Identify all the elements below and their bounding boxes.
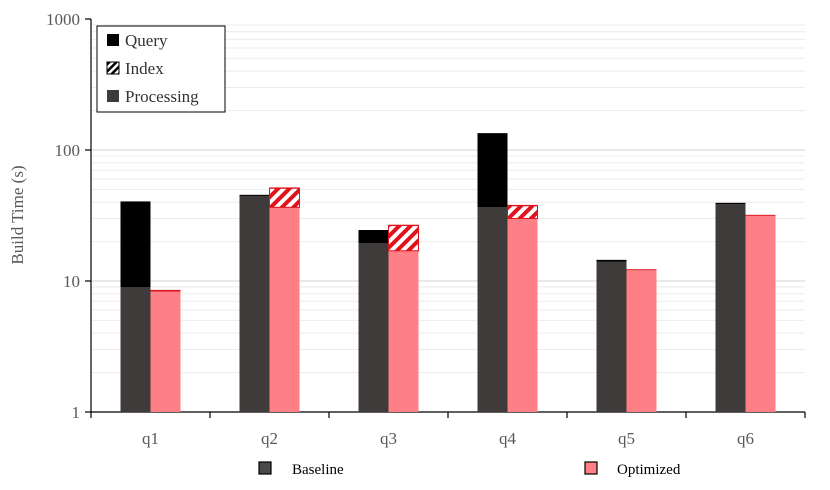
- x-tick-label: q1: [142, 429, 159, 448]
- bar-baseline-q3-processing: [358, 243, 389, 412]
- bar-optimized-q4-processing: [507, 218, 538, 412]
- x-tick-label: q6: [737, 429, 754, 448]
- bar-baseline-q5-processing: [596, 261, 627, 412]
- legend-label-index: Index: [125, 59, 164, 78]
- legend-swatch-processing: [107, 90, 119, 102]
- bar-baseline-q5-query: [596, 259, 627, 262]
- bar-optimized-q2-processing: [269, 207, 300, 412]
- bar-baseline-q1-query: [120, 201, 151, 287]
- x-tick-label: q5: [618, 429, 635, 448]
- bar-baseline-q2-processing: [239, 195, 270, 412]
- bar-optimized-q2-query: [269, 187, 300, 189]
- bar-baseline-q4-processing: [477, 207, 508, 412]
- legend-label-query: Query: [125, 31, 168, 50]
- bar-baseline-q6-processing: [715, 204, 746, 412]
- x-tick-label: q4: [499, 429, 517, 448]
- y-tick-label: 1000: [46, 10, 80, 29]
- bar-optimized-q3-processing: [388, 250, 419, 412]
- group-legend-swatch-optimized: [584, 461, 598, 475]
- legend-swatch-index: [106, 61, 120, 75]
- legend: Query Index Processing: [96, 25, 226, 113]
- legend-label-processing: Processing: [125, 87, 199, 106]
- bar-optimized-q6-query: [745, 214, 776, 216]
- bar-optimized-q4-query: [507, 204, 538, 206]
- bar-baseline-q1-processing: [120, 286, 151, 412]
- bar-optimized-q1-query: [150, 289, 181, 292]
- y-tick-label: 1: [72, 403, 81, 422]
- bar-baseline-q6-query: [715, 202, 746, 205]
- bar-optimized-q4-index: [507, 205, 538, 219]
- bar-baseline-q2-query: [239, 194, 270, 196]
- y-tick-label: 100: [55, 141, 81, 160]
- group-legend-swatch-baseline: [258, 461, 272, 475]
- y-tick-label: 10: [63, 272, 80, 291]
- bar-optimized-q1-processing: [150, 291, 181, 412]
- axes: [85, 18, 806, 418]
- x-tick-label: q2: [261, 429, 278, 448]
- bar-optimized-q6-processing: [745, 215, 776, 412]
- gridlines: [91, 24, 805, 374]
- bar-baseline-q3-query: [358, 230, 389, 244]
- x-tick-labels: q1 q2 q3 q4 q5 q6: [142, 429, 754, 448]
- bar-baseline-q4-query: [477, 133, 508, 208]
- bar-optimized-q5-processing: [626, 270, 657, 412]
- bar-optimized-q5-query: [626, 269, 657, 271]
- group-legend-label-baseline: Baseline: [292, 462, 344, 478]
- x-tick-label: q3: [380, 429, 397, 448]
- legend-swatch-query: [107, 34, 119, 46]
- group-legend-label-optimized: Optimized: [617, 462, 681, 478]
- bar-optimized-q3-query: [388, 224, 419, 226]
- group-legend: Baseline Optimized: [258, 461, 681, 478]
- y-axis-title: Build Time (s): [8, 165, 27, 264]
- bars: [120, 133, 776, 412]
- y-tick-labels: 1 10 100 1000: [46, 10, 80, 422]
- bar-optimized-q2-index: [269, 187, 300, 208]
- bar-optimized-q3-index: [388, 225, 419, 252]
